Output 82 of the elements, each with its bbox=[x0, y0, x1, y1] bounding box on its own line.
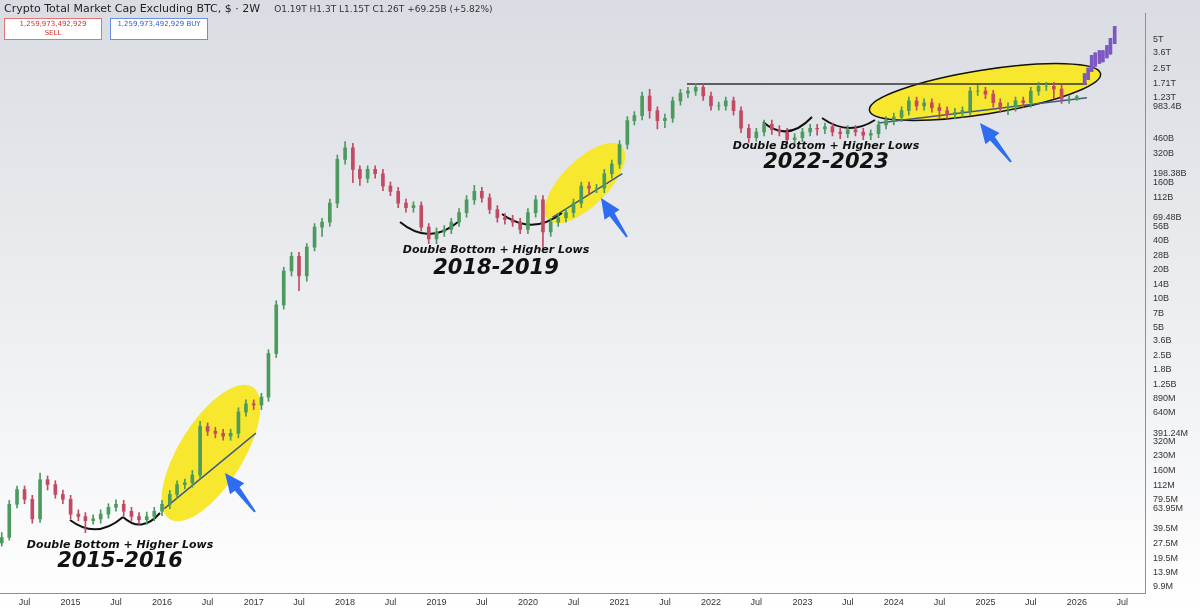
y-tick-label: 10B bbox=[1153, 292, 1170, 303]
x-tick-label: 2015 bbox=[60, 597, 81, 608]
y-tick-label: 5B bbox=[1153, 321, 1165, 332]
x-tick-label: 2023 bbox=[792, 597, 813, 608]
y-tick-label: 20B bbox=[1153, 263, 1170, 274]
x-tick-label: Jul bbox=[841, 597, 854, 608]
x-tick-label: 2020 bbox=[517, 597, 538, 608]
candlestick bbox=[1044, 81, 1049, 91]
annotation: Double Bottom + Higher Lows bbox=[402, 243, 590, 256]
y-tick-label: 2.5B bbox=[1153, 350, 1172, 361]
x-tick-label: Jul bbox=[567, 597, 580, 608]
x-tick-label: Jul bbox=[18, 597, 31, 608]
y-tick-label: 112M bbox=[1153, 479, 1175, 490]
y-tick-label: 160B bbox=[1153, 177, 1175, 188]
x-tick-label: 2019 bbox=[426, 597, 447, 608]
candlestick bbox=[663, 113, 667, 128]
y-tick-label: 460B bbox=[1153, 133, 1175, 144]
y-tick-label: 983.4B bbox=[1153, 101, 1182, 112]
candlestick bbox=[1006, 102, 1010, 115]
candlestick bbox=[442, 225, 447, 237]
candlestick bbox=[868, 129, 873, 140]
y-tick-label: 63.95M bbox=[1153, 503, 1184, 514]
y-tick-label: 391.24M bbox=[1153, 427, 1189, 438]
y-tick-label: 27.5M bbox=[1153, 538, 1179, 549]
x-tick-label: 2018 bbox=[335, 597, 356, 608]
x-tick-label: 2016 bbox=[152, 597, 173, 608]
x-tick-label: Jul bbox=[933, 597, 946, 608]
chart-subtitle: O1.19T H1.3T L1.15T C1.26T +69.25B (+5.82%) bbox=[274, 4, 493, 14]
x-tick-label: Jul bbox=[750, 597, 763, 608]
annotation: Double Bottom + Higher Lows bbox=[26, 538, 214, 551]
y-tick-label: 160M bbox=[1153, 464, 1176, 475]
y-tick-label: 1.71T bbox=[1153, 78, 1177, 89]
x-tick-label: 2026 bbox=[1066, 597, 1087, 608]
y-tick-label: 56B bbox=[1153, 220, 1170, 231]
y-tick-label: 198.38B bbox=[1153, 168, 1187, 179]
candlestick bbox=[320, 217, 324, 237]
x-tick-label: 2025 bbox=[975, 597, 996, 608]
candlestick bbox=[1052, 81, 1056, 100]
y-tick-label: 79.5M bbox=[1153, 494, 1179, 505]
chart-title: Crypto Total Market Cap Excluding BTC, $ · 2W bbox=[4, 2, 261, 15]
candlestick bbox=[137, 512, 141, 525]
y-tick-label: 7B bbox=[1153, 307, 1165, 318]
candlestick bbox=[503, 213, 507, 225]
x-tick-label: 2021 bbox=[609, 597, 630, 608]
candlestick bbox=[221, 428, 225, 441]
x-tick-label: Jul bbox=[1116, 597, 1128, 608]
y-tick-label: 3.6B bbox=[1153, 335, 1172, 346]
y-tick-label: 1.23T bbox=[1153, 92, 1177, 103]
y-tick-label: 13.9M bbox=[1153, 566, 1179, 577]
y-tick-label: 9.9M bbox=[1153, 580, 1174, 591]
x-tick-label: 2024 bbox=[883, 597, 904, 608]
y-tick-label: 230M bbox=[1153, 449, 1176, 460]
y-tick-label: 69.48B bbox=[1153, 211, 1182, 222]
y-tick-label: 112B bbox=[1153, 191, 1174, 202]
x-tick-label: Jul bbox=[476, 597, 488, 608]
y-tick-label: 320B bbox=[1153, 148, 1175, 159]
x-tick-label: Jul bbox=[293, 597, 305, 608]
candlestick bbox=[838, 127, 843, 139]
y-tick-label: 2.5T bbox=[1153, 62, 1172, 73]
x-tick-label: 2022 bbox=[700, 597, 722, 608]
annotation: 2018-2019 bbox=[433, 255, 559, 279]
y-tick-label: 640M bbox=[1153, 407, 1176, 418]
y-tick-label: 28B bbox=[1153, 249, 1170, 260]
candlestick bbox=[587, 181, 591, 195]
y-tick-label: 14B bbox=[1153, 278, 1170, 289]
x-tick-label: Jul bbox=[110, 597, 122, 608]
y-tick-label: 40B bbox=[1153, 234, 1170, 245]
y-tick-label: 39.5M bbox=[1153, 523, 1179, 534]
y-tick-label: 320M bbox=[1153, 436, 1176, 447]
y-tick-label: 3.6T bbox=[1153, 47, 1172, 58]
annotation: Double Bottom + Higher Lows bbox=[732, 139, 920, 152]
x-tick-label: Jul bbox=[1025, 597, 1037, 608]
candlestick bbox=[922, 98, 926, 111]
x-tick-label: Jul bbox=[659, 597, 671, 608]
y-tick-label: 890M bbox=[1153, 393, 1176, 404]
x-tick-label: 2017 bbox=[243, 597, 264, 608]
y-tick-label: 1.25B bbox=[1153, 379, 1177, 390]
x-tick-label: Jul bbox=[384, 597, 397, 608]
y-tick-label: 1.8B bbox=[1153, 364, 1172, 375]
y-tick-label: 19.5M bbox=[1153, 552, 1179, 563]
y-tick-label: 5T bbox=[1153, 33, 1165, 44]
x-tick-label: Jul bbox=[201, 597, 214, 608]
